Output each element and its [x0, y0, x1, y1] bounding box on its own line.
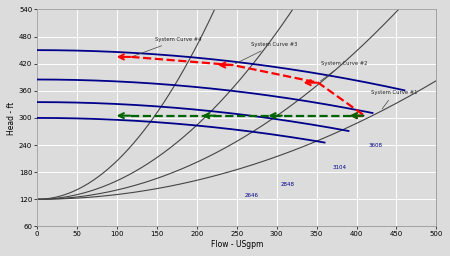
Text: 3104: 3104: [333, 165, 346, 170]
Text: 3608: 3608: [369, 143, 382, 148]
Y-axis label: Head - ft: Head - ft: [7, 101, 16, 135]
Text: System Curve #3: System Curve #3: [235, 42, 297, 64]
Text: System Curve #2: System Curve #2: [320, 61, 367, 81]
Text: System Curve #4: System Curve #4: [134, 37, 202, 56]
Text: 2646: 2646: [245, 193, 259, 198]
Text: System Curve #1: System Curve #1: [371, 90, 418, 109]
X-axis label: Flow - USgpm: Flow - USgpm: [211, 240, 263, 249]
Text: 2848: 2848: [281, 182, 295, 187]
